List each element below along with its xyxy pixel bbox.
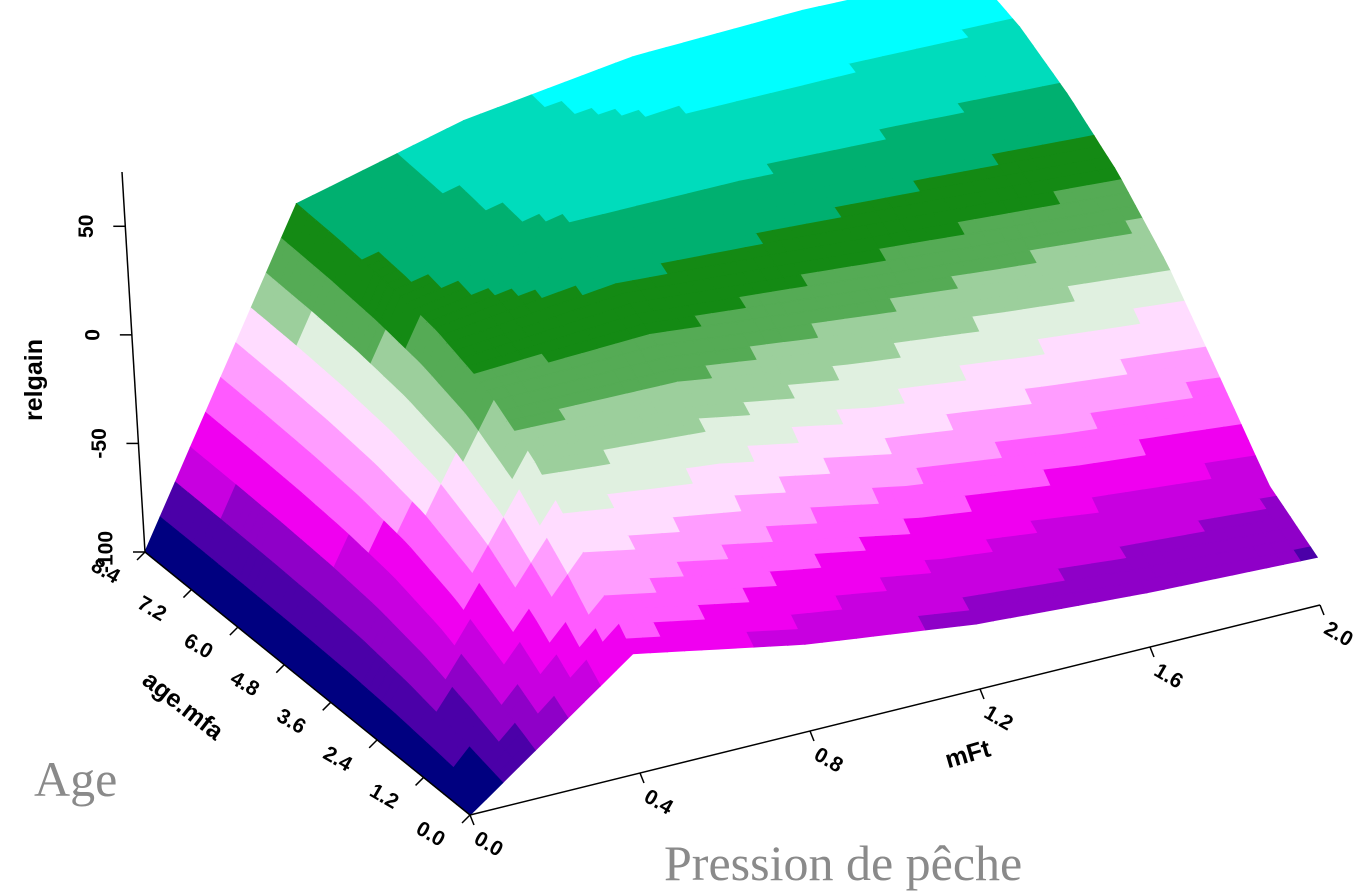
y-tick-label: 6.0: [180, 629, 217, 664]
y-tick-label: 2.4: [319, 742, 356, 777]
x-axis-line: [469, 604, 1321, 816]
y-axis-tick: [415, 776, 425, 786]
x-axis-tick: [809, 730, 815, 742]
z-axis-label: relgain: [20, 339, 48, 421]
y-axis-label: age.mfa: [137, 666, 230, 747]
y-axis-tick: [322, 701, 332, 711]
x-axis-tick: [639, 772, 645, 784]
pression-annotation: Pression de pêche: [664, 835, 1022, 891]
y-tick-label: 4.8: [226, 667, 263, 702]
y-axis-tick: [275, 664, 285, 674]
x-tick-label: 1.6: [1150, 659, 1187, 694]
z-tick-label: 0: [81, 329, 104, 341]
x-tick-label: 0.0: [470, 827, 507, 862]
y-tick-label: 1.2: [366, 779, 403, 814]
y-tick-label: 7.2: [133, 592, 170, 627]
x-axis-tick: [1319, 604, 1325, 616]
y-tick-label: 0.0: [412, 817, 449, 852]
y-axis-tick: [136, 551, 146, 561]
x-tick-label: 1.2: [980, 701, 1017, 736]
x-axis-tick: [979, 688, 985, 700]
y-axis-line: [144, 551, 471, 816]
y-axis-tick: [182, 589, 192, 599]
x-tick-label: 0.8: [810, 743, 847, 778]
x-axis-tick: [1149, 646, 1155, 658]
z-tick-label: -50: [88, 428, 111, 458]
x-axis-tick: [469, 814, 475, 826]
x-tick-label: 2.0: [1320, 617, 1357, 652]
y-tick-label: 3.6: [273, 704, 310, 739]
y-axis-tick: [229, 626, 239, 636]
age-annotation: Age: [34, 751, 117, 807]
x-tick-label: 0.4: [640, 785, 677, 820]
y-axis-tick: [461, 814, 471, 824]
surface-mesh: [144, 0, 1319, 816]
z-tick-label: -100: [95, 531, 118, 573]
z-tick-label: 50: [75, 215, 98, 238]
x-axis-label: mFt: [942, 734, 994, 774]
z-axis-line: [121, 171, 146, 553]
y-axis-tick: [368, 739, 378, 749]
